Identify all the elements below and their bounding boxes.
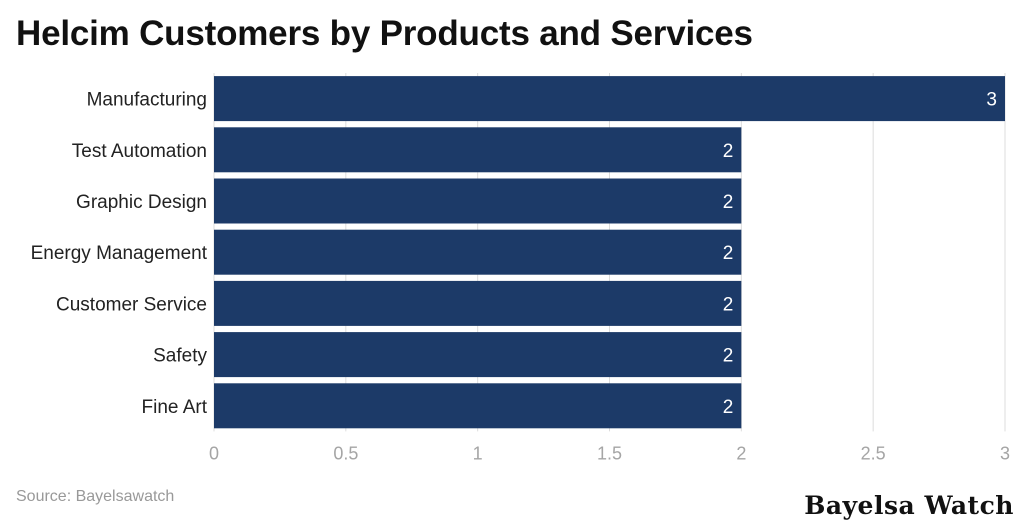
x-tick-label: 2: [736, 443, 746, 463]
chart-title: Helcim Customers by Products and Service…: [16, 14, 753, 53]
bars: [214, 76, 1005, 429]
x-tick-label: 3: [1000, 443, 1010, 463]
bar: [214, 383, 742, 429]
bar-value-label: 2: [723, 192, 734, 213]
bar-value-label: 2: [723, 397, 734, 418]
category-label: Test Automation: [72, 141, 207, 162]
category-label: Customer Service: [56, 294, 207, 315]
bar-value-label: 2: [723, 346, 734, 367]
category-label: Graphic Design: [76, 192, 207, 213]
bar: [214, 76, 1005, 122]
bar: [214, 332, 742, 378]
bar-value-label: 2: [723, 141, 734, 162]
bar-chart: Manufacturing Test Automation Graphic Desi…: [31, 73, 1010, 463]
brand-logo: Bayelsa Watch: [804, 491, 1014, 520]
x-tick-label: 1.5: [597, 443, 622, 463]
bar-value-label: 3: [986, 90, 997, 111]
x-tick-label: 1: [473, 443, 483, 463]
x-tick-label: 0: [209, 443, 219, 463]
category-label: Fine Art: [142, 397, 208, 418]
bar: [214, 229, 742, 275]
category-label: Safety: [153, 346, 207, 367]
category-label: Manufacturing: [87, 90, 207, 111]
x-tick-label: 2.5: [861, 443, 886, 463]
x-axis-ticks: 0 0.5 1 1.5 2 2.5 3: [209, 443, 1010, 463]
category-labels: Manufacturing Test Automation Graphic Desi…: [31, 90, 208, 418]
x-tick-label: 0.5: [333, 443, 358, 463]
bar: [214, 127, 742, 173]
bar-value-label: 2: [723, 243, 734, 264]
category-label: Energy Management: [31, 243, 208, 264]
bar-value-label: 2: [723, 294, 734, 315]
source-note: Source: Bayelsawatch: [16, 488, 175, 505]
value-labels: 3 2 2 2 2 2 2: [723, 90, 997, 418]
bar: [214, 280, 742, 326]
bar: [214, 178, 742, 224]
